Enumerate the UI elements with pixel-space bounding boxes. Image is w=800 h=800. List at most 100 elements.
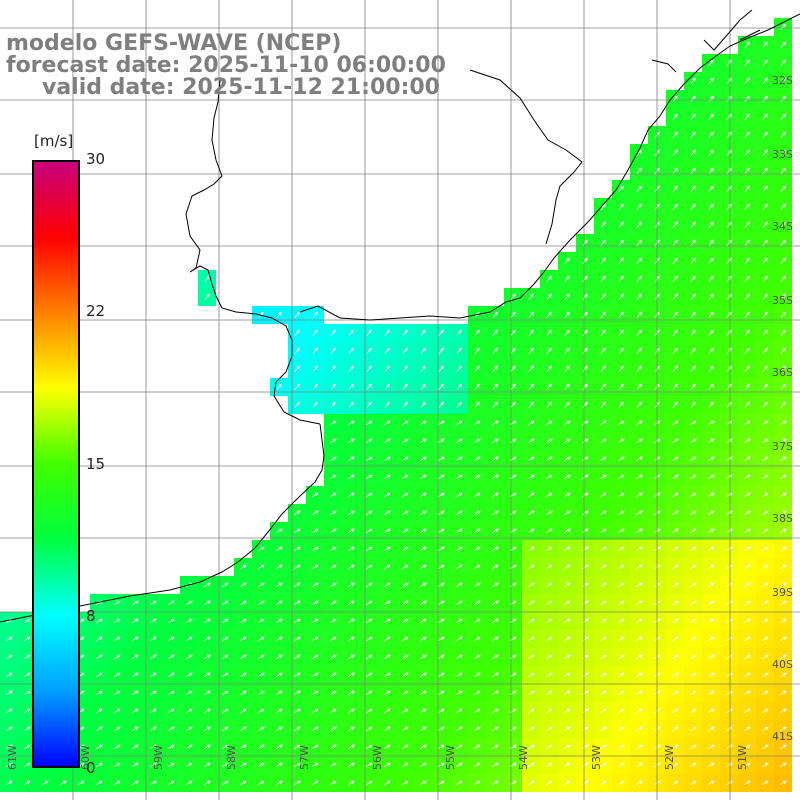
wind-arrow: [780, 95, 786, 102]
wind-arrow: [294, 347, 300, 354]
wind-arrow: [744, 41, 750, 48]
wind-arrow: [131, 708, 139, 714]
wind-arrow: [780, 23, 786, 30]
wind-arrow: [726, 149, 732, 156]
wind-arrow: [743, 438, 751, 444]
wind-arrow: [563, 744, 571, 750]
wind-arrow: [239, 726, 247, 732]
wind-arrow: [545, 744, 553, 750]
wind-arrow: [581, 420, 589, 426]
wind-arrow: [707, 672, 715, 678]
wind-arrow: [221, 636, 229, 642]
wind-arrow: [492, 383, 498, 390]
wind-arrow: [510, 311, 516, 318]
wind-arrow: [726, 347, 732, 354]
wind-arrow: [672, 401, 678, 408]
latitude-label: 39S: [772, 586, 793, 599]
wind-arrow: [420, 383, 426, 390]
wind-arrow: [563, 474, 571, 480]
wind-arrow: [455, 510, 463, 516]
wind-arrow: [203, 654, 211, 660]
wind-arrow: [779, 582, 787, 588]
wind-arrow: [689, 726, 697, 732]
wind-arrow: [5, 762, 13, 768]
wind-arrow: [690, 293, 696, 300]
colorbar: [32, 160, 80, 768]
wind-vectors: [5, 23, 787, 786]
wind-arrow: [491, 510, 499, 516]
wind-arrow: [401, 672, 409, 678]
wind-arrow: [690, 401, 696, 408]
wind-arrow: [293, 654, 301, 660]
wind-arrow: [761, 762, 769, 768]
wind-arrow: [113, 726, 121, 732]
wind-arrow: [582, 401, 588, 408]
wind-arrow: [779, 654, 787, 660]
wind-arrow: [455, 600, 463, 606]
wind-arrow: [365, 600, 373, 606]
wind-arrow: [401, 636, 409, 642]
wind-arrow: [348, 383, 354, 390]
wind-arrow: [330, 365, 336, 372]
latitude-label: 37S: [772, 440, 793, 453]
wind-arrow: [437, 672, 445, 678]
wind-arrow: [546, 347, 552, 354]
wind-arrow: [419, 600, 427, 606]
wind-arrow: [95, 636, 103, 642]
wind-arrow: [563, 492, 571, 498]
wind-arrow: [329, 438, 337, 444]
wind-arrow: [617, 420, 625, 426]
wind-arrow: [347, 744, 355, 750]
wind-arrow: [383, 744, 391, 750]
wind-arrow: [527, 636, 535, 642]
wind-arrow: [204, 275, 210, 282]
wind-arrow: [275, 636, 283, 642]
wind-arrow: [545, 672, 553, 678]
wind-arrow: [239, 780, 247, 786]
wind-arrow: [294, 365, 300, 372]
wind-arrow: [743, 420, 751, 426]
wind-arrow: [708, 131, 714, 138]
wind-arrow: [347, 564, 355, 570]
wind-arrow: [275, 672, 283, 678]
wind-arrow: [185, 636, 193, 642]
wind-arrow: [707, 456, 715, 462]
wind-arrow: [762, 293, 768, 300]
coastline: [0, 9, 800, 623]
wind-arrow: [707, 780, 715, 786]
wind-arrow: [581, 708, 589, 714]
wind-arrow: [366, 383, 372, 390]
wind-arrow: [744, 149, 750, 156]
wind-arrow: [618, 203, 624, 210]
wind-arrow: [419, 474, 427, 480]
wind-arrow: [707, 708, 715, 714]
wind-arrow: [779, 438, 787, 444]
wind-arrow: [528, 329, 534, 336]
wind-arrow: [744, 185, 750, 192]
wind-arrow: [347, 510, 355, 516]
wind-arrow: [527, 726, 535, 732]
wind-arrow: [545, 546, 553, 552]
wind-arrow: [365, 438, 373, 444]
wind-arrow: [401, 744, 409, 750]
wind-arrow: [636, 401, 642, 408]
wind-arrow: [546, 329, 552, 336]
wind-arrow: [167, 618, 175, 624]
wind-arrow: [708, 167, 714, 174]
wind-arrow: [311, 762, 319, 768]
wind-arrow: [456, 401, 462, 408]
title-valid-date: valid date: 2025-11-12 21:00:00: [42, 75, 440, 100]
wind-arrow: [636, 347, 642, 354]
wind-arrow: [563, 582, 571, 588]
wind-arrow: [528, 347, 534, 354]
wind-arrow: [708, 221, 714, 228]
wind-arrow: [635, 636, 643, 642]
wind-arrow: [636, 293, 642, 300]
wind-arrow: [365, 762, 373, 768]
wind-arrow: [456, 329, 462, 336]
wind-arrow: [762, 311, 768, 318]
wind-arrow: [275, 780, 283, 786]
wind-arrow: [491, 474, 499, 480]
wind-arrow: [275, 564, 283, 570]
wind-arrow: [671, 528, 679, 534]
